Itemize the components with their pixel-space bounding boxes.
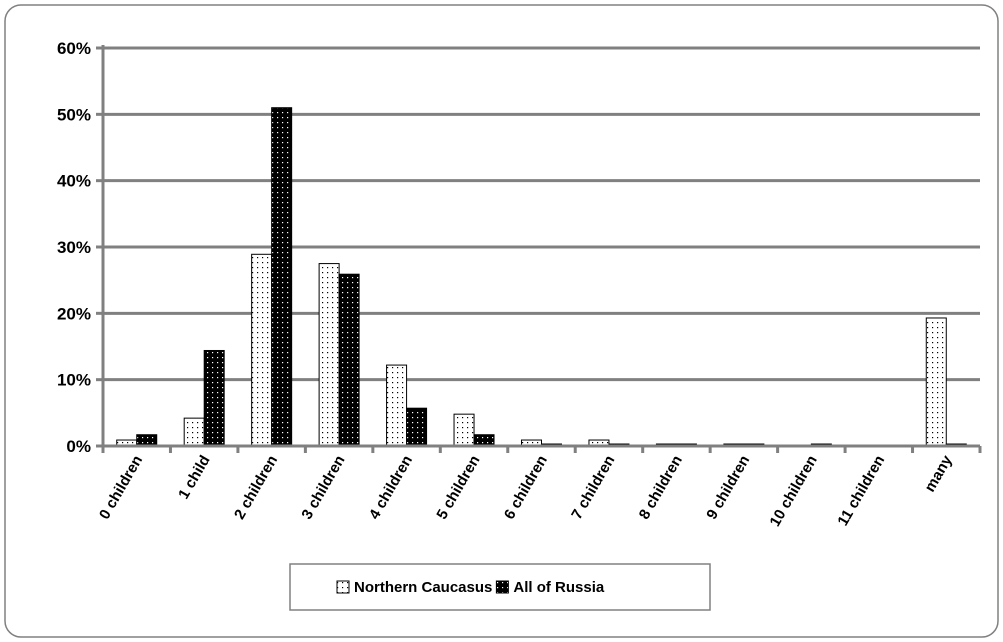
bar-northern-caucasus [318, 263, 340, 447]
bar-all-of-russia [203, 349, 225, 447]
y-tick-label: 50% [57, 105, 91, 124]
legend-label: All of Russia [513, 579, 605, 596]
bar-northern-caucasus [183, 417, 205, 447]
bar-all-of-russia [406, 407, 428, 447]
legend-swatch [336, 580, 350, 594]
bar-all-of-russia [136, 434, 158, 447]
chart-frame [4, 4, 999, 638]
y-tick-label: 30% [57, 238, 91, 257]
bar-northern-caucasus [386, 364, 408, 447]
y-axis: 0% 10% 20% 30% 40% 50% 60% [57, 39, 105, 456]
y-tick-label: 20% [57, 304, 91, 323]
y-tick-label: 0% [66, 437, 91, 456]
y-tick-label: 40% [57, 172, 91, 191]
y-tick-label: 10% [57, 371, 91, 390]
bar-all-of-russia [473, 434, 495, 447]
bar-northern-caucasus [453, 413, 475, 447]
legend-label: Northern Caucasus [354, 579, 492, 596]
bar-all-of-russia [338, 273, 360, 447]
bar-northern-caucasus [251, 253, 273, 447]
bar-northern-caucasus [925, 317, 947, 447]
legend-swatch [495, 580, 509, 594]
legend: Northern Caucasus All of Russia [289, 563, 711, 611]
gridlines [103, 46, 980, 382]
bar-all-of-russia [271, 107, 293, 447]
y-tick-label: 60% [57, 39, 91, 58]
